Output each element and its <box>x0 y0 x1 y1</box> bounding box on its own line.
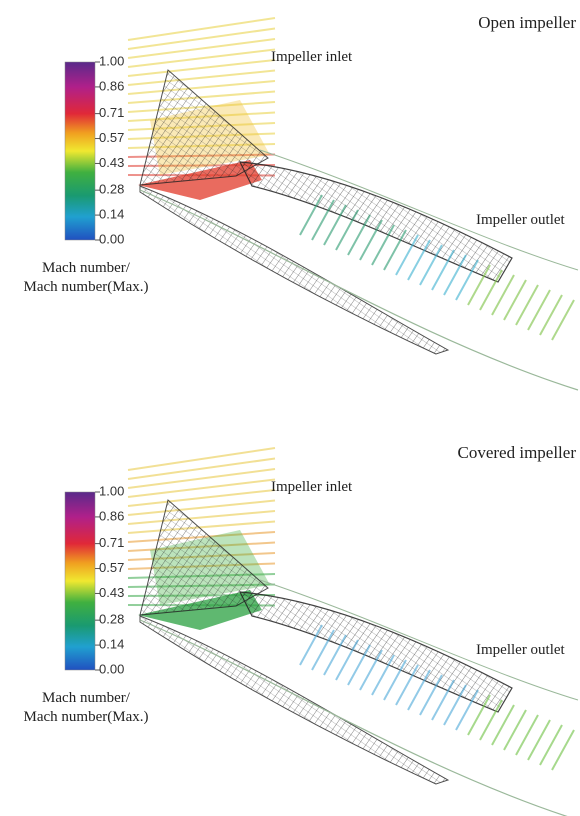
tick-label: 0.57 <box>99 560 124 575</box>
tick-label: 1.00 <box>99 53 124 68</box>
tick-label: 0.00 <box>99 231 124 246</box>
colorbar <box>65 492 95 670</box>
colorbar-label: Mach number/ <box>42 690 131 706</box>
tick-label: 0.00 <box>99 661 124 676</box>
colorbar <box>65 62 95 240</box>
tick-label: 0.43 <box>99 155 124 170</box>
tick-label: 0.28 <box>99 612 124 627</box>
colorbar-label: Mach number/ <box>42 260 131 276</box>
tick-label: 0.71 <box>99 535 124 550</box>
inlet-label: Impeller inlet <box>271 49 353 65</box>
flow-streak <box>128 50 275 68</box>
tick-label: 0.86 <box>99 78 124 93</box>
inlet-label: Impeller inlet <box>271 479 353 495</box>
tick-label: 1.00 <box>99 483 124 498</box>
tick-label: 0.86 <box>99 508 124 523</box>
shroud-line <box>260 580 578 700</box>
flow-streak <box>128 18 275 40</box>
outlet-label: Impeller outlet <box>476 642 566 658</box>
panel: 1.00 0.86 0.71 0.57 0.43 0.28 0.14 0.00 Mach num… <box>24 13 578 390</box>
panel-title: Open impeller <box>478 13 576 32</box>
flow-streak <box>128 469 275 488</box>
tick-label: 0.71 <box>99 105 124 120</box>
tick-label: 0.57 <box>99 130 124 145</box>
flow-streak <box>128 39 275 58</box>
flow-streak <box>128 480 275 498</box>
flow-streak <box>128 448 275 470</box>
panel-title: Covered impeller <box>458 443 577 462</box>
colorbar-label: Mach number(Max.) <box>24 279 149 295</box>
tick-label: 0.14 <box>99 637 124 652</box>
colorbar-label: Mach number(Max.) <box>24 709 149 725</box>
panel: 1.00 0.86 0.71 0.57 0.43 0.28 0.14 0.00 Mach num… <box>24 443 578 816</box>
figure: 1.00 0.86 0.71 0.57 0.43 0.28 0.14 0.00 Mach num… <box>0 0 580 816</box>
outlet-label: Impeller outlet <box>476 212 566 228</box>
tick-label: 0.43 <box>99 585 124 600</box>
flow-streak <box>128 459 275 480</box>
flow-streak <box>128 29 275 50</box>
tick-label: 0.14 <box>99 207 124 222</box>
tick-label: 0.28 <box>99 182 124 197</box>
shroud-line <box>260 150 578 270</box>
